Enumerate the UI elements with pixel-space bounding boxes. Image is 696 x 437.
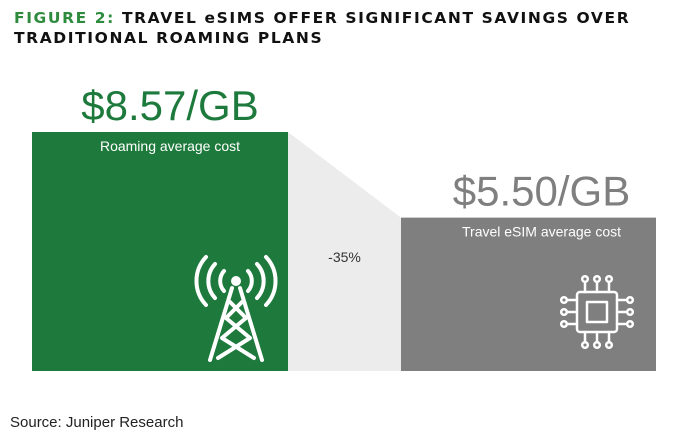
- difference-label: -35%: [328, 249, 361, 265]
- category-label-roaming: Roaming average cost: [100, 138, 240, 154]
- value-label-esim: $5.50/GB: [453, 168, 630, 215]
- bar-roaming: [32, 132, 288, 371]
- figure-title-text: TRAVEL eSIMS OFFER SIGNIFICANT SAVINGS O…: [14, 9, 631, 47]
- chip-icon: [559, 274, 635, 350]
- figure-number: FIGURE 2:: [14, 9, 115, 27]
- bar-esim: [401, 217, 656, 371]
- value-label-roaming: $8.57/GB: [81, 82, 258, 129]
- category-label-esim: Travel eSIM average cost: [462, 224, 621, 240]
- chart-title: FIGURE 2: TRAVEL eSIMS OFFER SIGNIFICANT…: [14, 8, 690, 48]
- source-note: Source: Juniper Research: [10, 414, 184, 431]
- radio-tower-icon: [194, 255, 278, 362]
- difference-connector: [288, 132, 401, 371]
